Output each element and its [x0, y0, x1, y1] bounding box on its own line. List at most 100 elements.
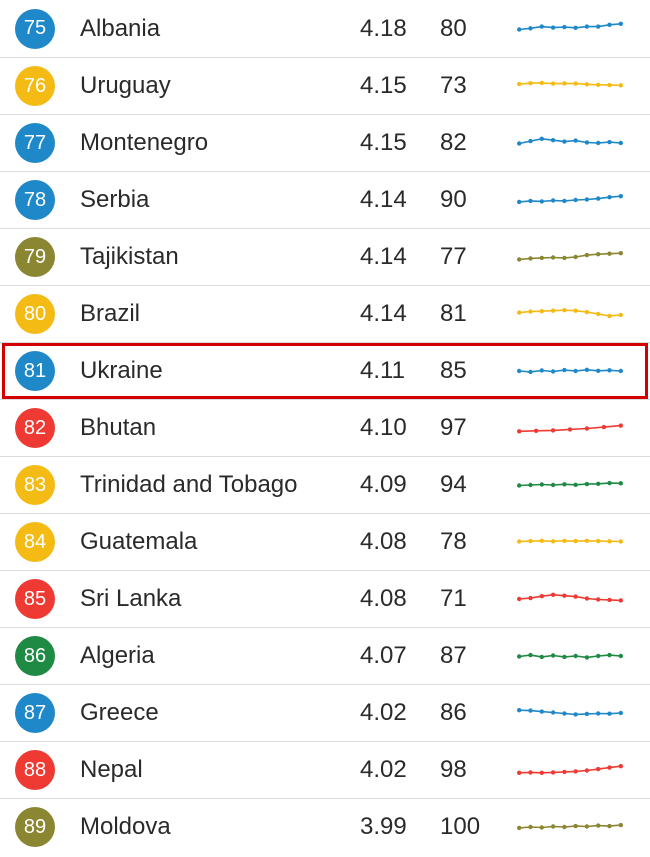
- score-value: 4.02: [360, 756, 440, 784]
- rank-badge: 80: [15, 294, 55, 334]
- rank-cell: 78: [0, 180, 70, 220]
- country-name: Trinidad and Tobago: [70, 471, 360, 499]
- sparkline-svg: [516, 185, 624, 215]
- rank-badge: 81: [15, 351, 55, 391]
- sparkline: [500, 584, 650, 614]
- sparkline-svg: [516, 527, 624, 557]
- sparkline-svg: [516, 470, 624, 500]
- rank-cell: 87: [0, 693, 70, 733]
- rank-badge: 79: [15, 237, 55, 277]
- country-name: Albania: [70, 15, 360, 43]
- prev-rank: 78: [440, 528, 500, 556]
- sparkline-svg: [516, 698, 624, 728]
- sparkline-svg: [516, 413, 624, 443]
- prev-rank: 71: [440, 585, 500, 613]
- rank-badge: 89: [15, 807, 55, 847]
- prev-rank: 90: [440, 186, 500, 214]
- prev-rank: 97: [440, 414, 500, 442]
- score-value: 4.10: [360, 414, 440, 442]
- table-row: 84Guatemala4.0878: [0, 513, 650, 570]
- sparkline: [500, 242, 650, 272]
- rank-cell: 81: [0, 351, 70, 391]
- score-value: 4.09: [360, 471, 440, 499]
- table-row: 78Serbia4.1490: [0, 171, 650, 228]
- table-row: 80 Brazil4.1481: [0, 285, 650, 342]
- score-value: 4.02: [360, 699, 440, 727]
- sparkline-svg: [516, 14, 624, 44]
- country-name: Guatemala: [70, 528, 360, 556]
- score-value: 4.15: [360, 129, 440, 157]
- prev-rank: 77: [440, 243, 500, 271]
- prev-rank: 81: [440, 300, 500, 328]
- score-value: 4.14: [360, 243, 440, 271]
- rank-badge: 85: [15, 579, 55, 619]
- sparkline-svg: [516, 641, 624, 671]
- rank-cell: 88: [0, 750, 70, 790]
- rank-cell: 86: [0, 636, 70, 676]
- score-value: 4.18: [360, 15, 440, 43]
- sparkline-svg: [516, 128, 624, 158]
- sparkline: [500, 413, 650, 443]
- sparkline-svg: [516, 242, 624, 272]
- table-row: 87 Greece4.0286: [0, 684, 650, 741]
- table-row: 86Algeria4.0787: [0, 627, 650, 684]
- score-value: 4.14: [360, 186, 440, 214]
- sparkline: [500, 641, 650, 671]
- rank-badge: 86: [15, 636, 55, 676]
- rank-badge: 87: [15, 693, 55, 733]
- sparkline: [500, 527, 650, 557]
- rank-cell: 77: [0, 123, 70, 163]
- rank-badge: 75: [15, 9, 55, 49]
- score-value: 4.15: [360, 72, 440, 100]
- sparkline: [500, 698, 650, 728]
- country-name: Greece: [70, 699, 360, 727]
- score-value: 4.07: [360, 642, 440, 670]
- prev-rank: 80: [440, 15, 500, 43]
- sparkline: [500, 14, 650, 44]
- rank-badge: 82: [15, 408, 55, 448]
- country-name: Brazil: [70, 300, 360, 328]
- score-value: 4.11: [360, 357, 440, 385]
- prev-rank: 87: [440, 642, 500, 670]
- sparkline-svg: [516, 71, 624, 101]
- rank-cell: 85: [0, 579, 70, 619]
- prev-rank: 85: [440, 357, 500, 385]
- table-row: 77 Montenegro4.1582: [0, 114, 650, 171]
- rank-badge: 77: [15, 123, 55, 163]
- rank-badge: 78: [15, 180, 55, 220]
- table-row: 81Ukraine4.1185: [0, 342, 650, 399]
- table-row: 82 Bhutan4.1097: [0, 399, 650, 456]
- table-row: 79 Tajikistan4.1477: [0, 228, 650, 285]
- rank-cell: 82: [0, 408, 70, 448]
- score-value: 4.14: [360, 300, 440, 328]
- rank-cell: 84: [0, 522, 70, 562]
- rank-badge: 88: [15, 750, 55, 790]
- country-name: Montenegro: [70, 129, 360, 157]
- country-name: Sri Lanka: [70, 585, 360, 613]
- score-value: 4.08: [360, 585, 440, 613]
- country-name: Nepal: [70, 756, 360, 784]
- rank-cell: 76: [0, 66, 70, 106]
- rank-cell: 80: [0, 294, 70, 334]
- country-name: Tajikistan: [70, 243, 360, 271]
- sparkline-svg: [516, 755, 624, 785]
- sparkline: [500, 812, 650, 842]
- sparkline: [500, 128, 650, 158]
- prev-rank: 94: [440, 471, 500, 499]
- rank-badge: 76: [15, 66, 55, 106]
- prev-rank: 73: [440, 72, 500, 100]
- rank-badge: 83: [15, 465, 55, 505]
- rank-cell: 75: [0, 9, 70, 49]
- sparkline-svg: [516, 812, 624, 842]
- prev-rank: 86: [440, 699, 500, 727]
- table-row: 85 Sri Lanka4.0871: [0, 570, 650, 627]
- prev-rank: 82: [440, 129, 500, 157]
- sparkline-svg: [516, 356, 624, 386]
- table-row: 76 Uruguay4.1573: [0, 57, 650, 114]
- score-value: 4.08: [360, 528, 440, 556]
- sparkline: [500, 71, 650, 101]
- table-row: 83 Trinidad and Tobago4.0994: [0, 456, 650, 513]
- country-name: Uruguay: [70, 72, 360, 100]
- rank-cell: 79: [0, 237, 70, 277]
- country-name: Bhutan: [70, 414, 360, 442]
